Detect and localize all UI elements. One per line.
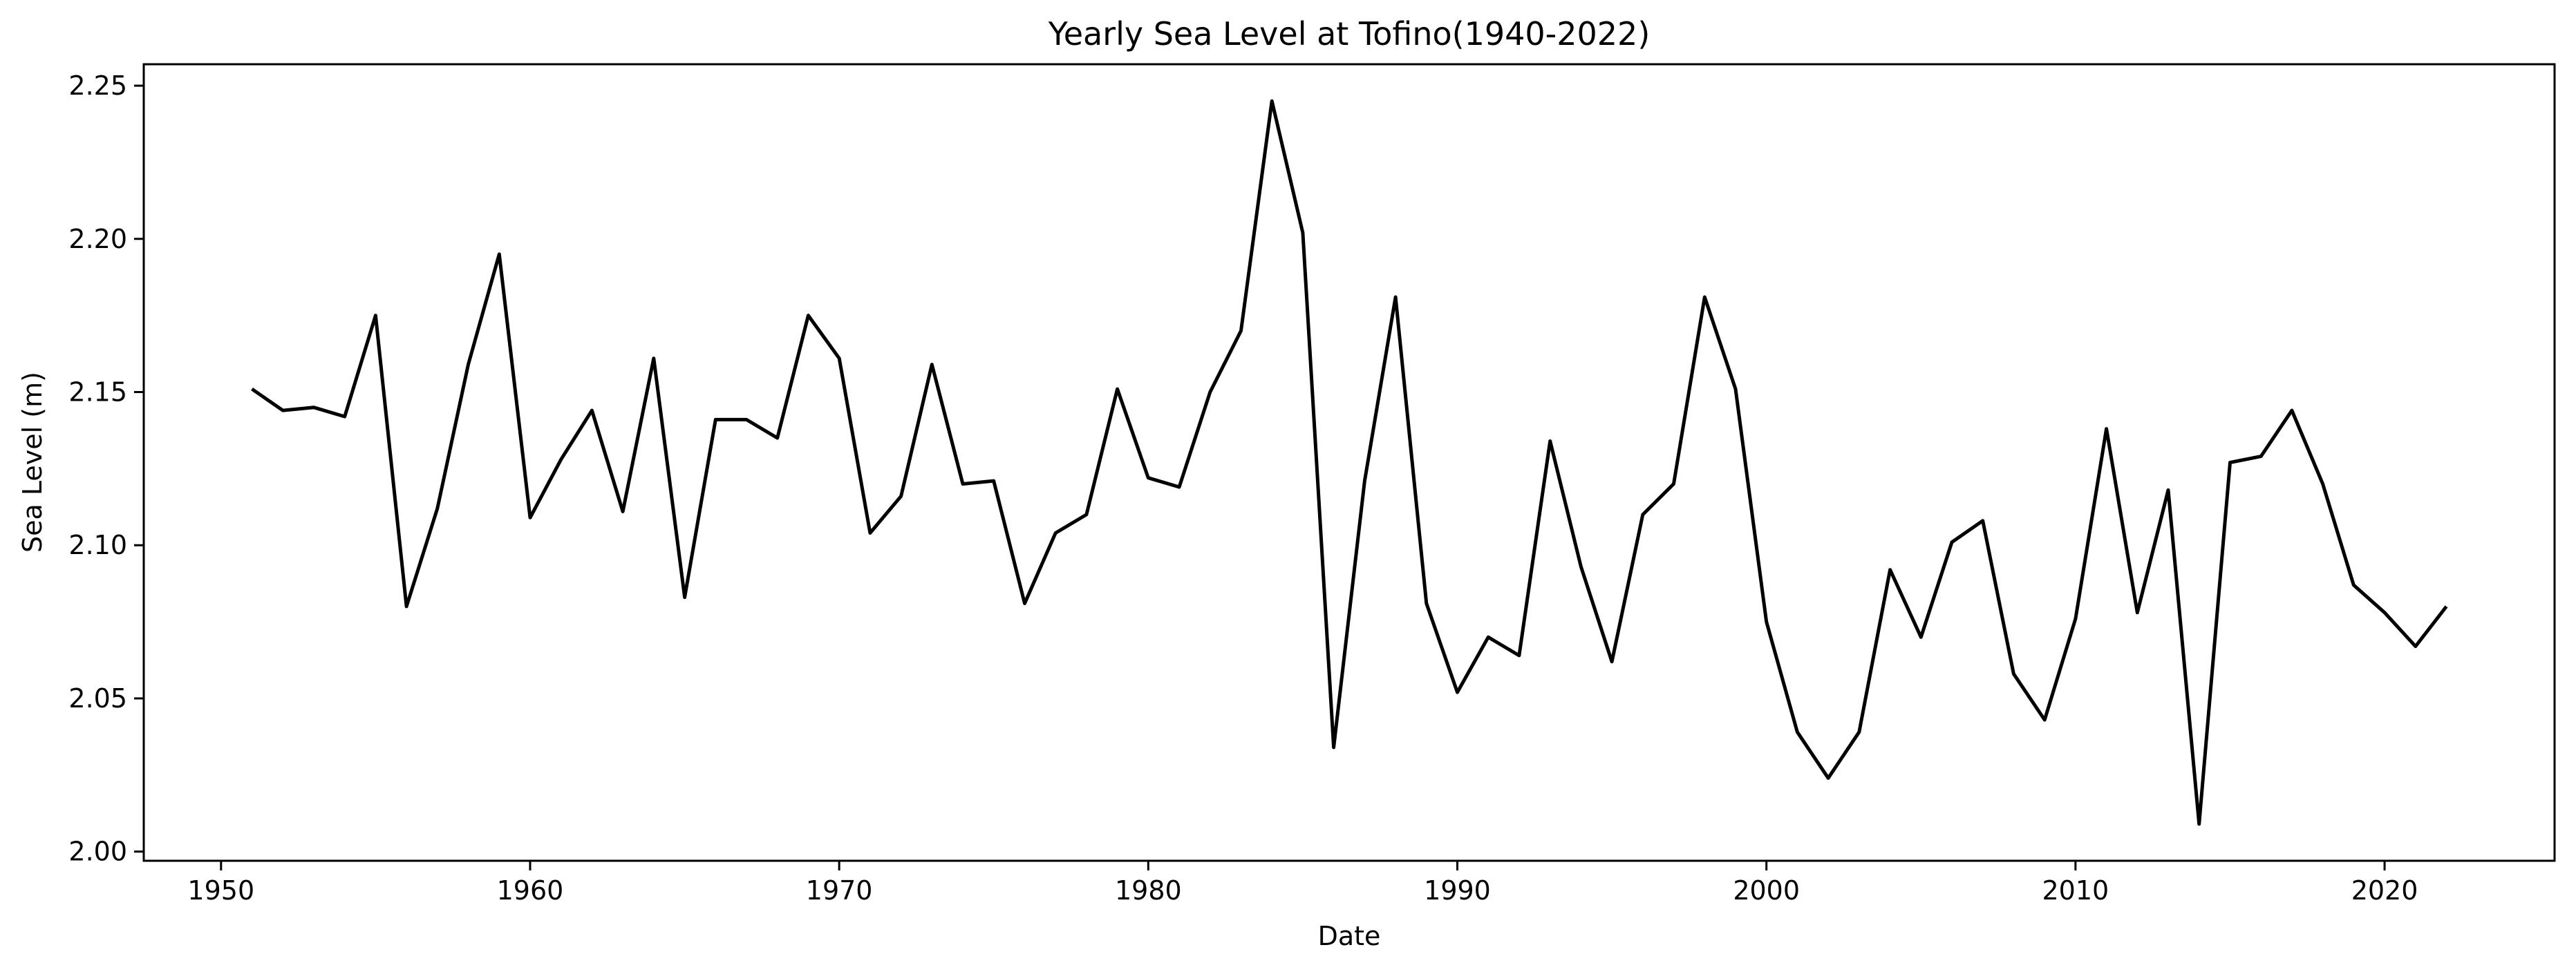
x-tick-label: 1950 [187,875,254,906]
x-tick-label: 2000 [1733,875,1800,906]
x-tick-label: 1970 [806,875,873,906]
chart-title: Yearly Sea Level at Tofino(1940-2022) [1048,15,1651,53]
plot-area-frame [142,63,2556,862]
y-axis-ticks: 2.00 2.05 2.10 2.15 2.20 2.25 [68,70,144,867]
series-group [251,99,2448,826]
x-axis-ticks: 1950 1960 1970 1980 1990 2000 2010 2020 [187,861,2418,906]
y-tick-label: 2.05 [68,683,127,714]
y-axis-label: Sea Level (m) [17,372,48,553]
y-tick-label: 2.15 [68,377,127,408]
x-tick-label: 1960 [497,875,564,906]
x-tick-label: 1990 [1424,875,1491,906]
x-tick-label: 2020 [2351,875,2418,906]
y-tick-label: 2.20 [68,224,127,254]
y-tick-label: 2.25 [68,70,127,101]
y-tick-label: 2.00 [68,837,127,867]
x-tick-label: 1980 [1115,875,1182,906]
series-line [251,99,2448,826]
x-axis-label: Date [1318,921,1381,951]
x-tick-label: 2010 [2042,875,2109,906]
y-tick-label: 2.10 [68,530,127,560]
